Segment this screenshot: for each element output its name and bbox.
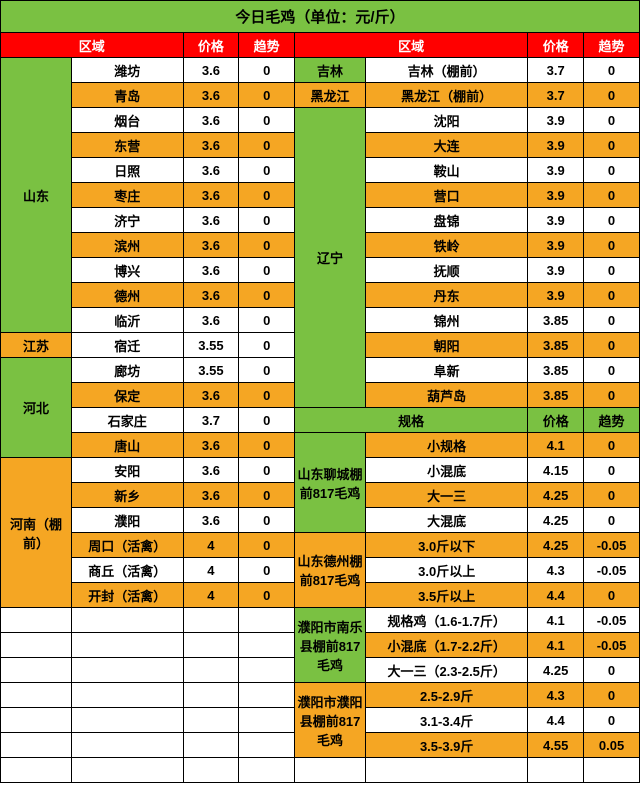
table-row: 石家庄3.70规格价格趋势 (1, 408, 640, 433)
table-row: 唐山3.60山东聊城棚前817毛鸡小规格4.10 (1, 433, 640, 458)
table-row: 濮阳市濮阳县棚前817毛鸡2.5-2.9斤4.30 (1, 683, 640, 708)
header-row: 区域价格趋势区域价格趋势 (1, 33, 640, 58)
price-table-wrap: 今日毛鸡（单位：元/斤）区域价格趋势区域价格趋势山东潍坊3.60吉林吉林（棚前）… (0, 0, 640, 783)
table-row: 濮阳市南乐县棚前817毛鸡规格鸡（1.6-1.7斤）4.1-0.05 (1, 608, 640, 633)
price-table: 今日毛鸡（单位：元/斤）区域价格趋势区域价格趋势山东潍坊3.60吉林吉林（棚前）… (0, 0, 640, 783)
table-row: 周口（活禽）40山东德州棚前817毛鸡3.0斤以下4.25-0.05 (1, 533, 640, 558)
table-row: 山东潍坊3.60吉林吉林（棚前）3.70 (1, 58, 640, 83)
table-title: 今日毛鸡（单位：元/斤） (1, 1, 640, 33)
table-row: 青岛3.60黑龙江黑龙江（棚前）3.70 (1, 83, 640, 108)
table-row (1, 758, 640, 783)
table-row: 烟台3.60辽宁沈阳3.90 (1, 108, 640, 133)
